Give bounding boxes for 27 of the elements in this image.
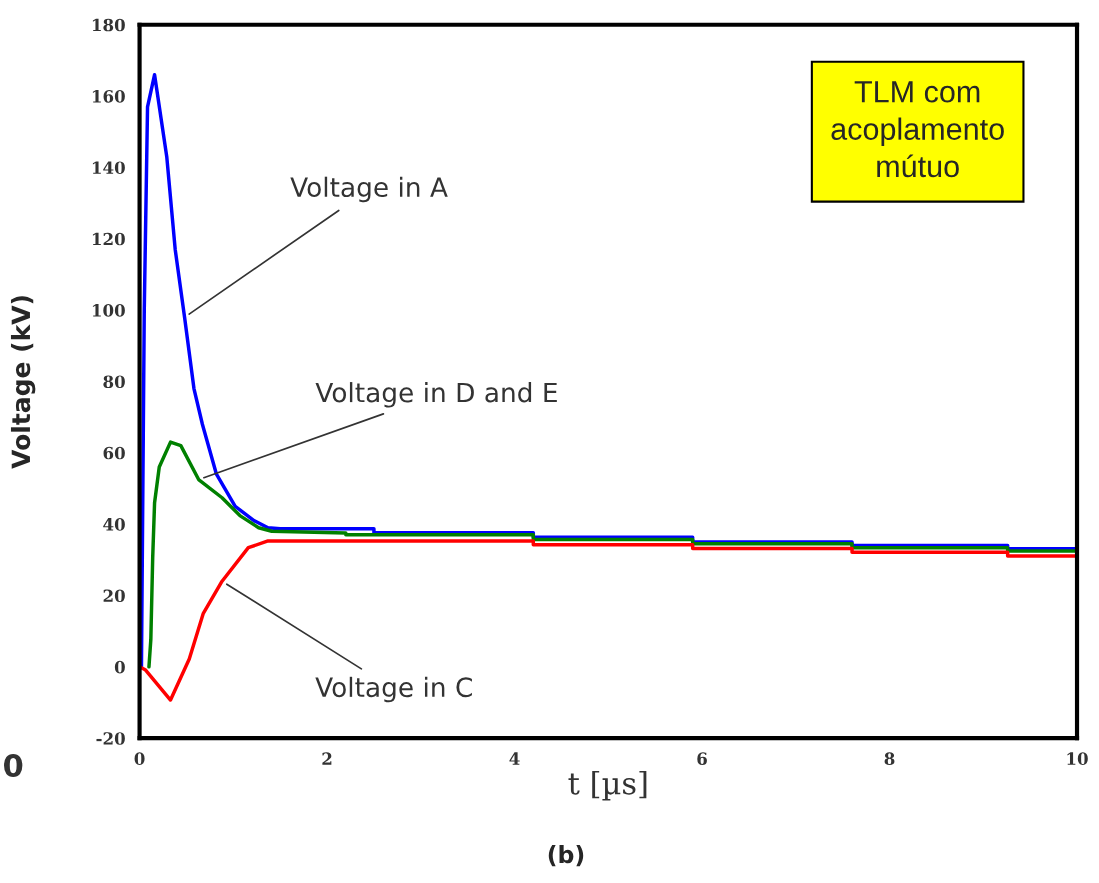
y-tick-label: 180	[92, 18, 125, 32]
x-tick-label: 2	[322, 752, 332, 765]
annotation: Voltage in C	[315, 676, 472, 703]
annotation: Voltage in D and E	[315, 382, 557, 408]
y-tick-label: 120	[92, 232, 125, 246]
y-tick-label: 140	[92, 161, 125, 174]
x-tick-label: 10	[1067, 752, 1088, 765]
y-tick-label: 40	[103, 518, 125, 531]
text: (b)	[548, 845, 584, 867]
y-tick-label: 80	[103, 375, 125, 389]
y-axis-title: Voltage (kV)	[10, 296, 36, 469]
x-tick-label: 0	[134, 752, 145, 765]
line-series	[139, 72, 1078, 669]
y-tick-label: 20	[103, 589, 125, 603]
y-tick-label: -20	[96, 732, 125, 745]
y-tick-label: 100	[92, 304, 125, 317]
line-series	[139, 539, 1078, 702]
x-axis-title: t [µs]	[568, 770, 647, 801]
line-series	[147, 440, 1078, 669]
annotation: Voltage in A	[290, 176, 448, 203]
x-tick-label: 8	[884, 752, 895, 765]
y-tick-label: 60	[103, 446, 125, 460]
y-tick-label: 0	[114, 660, 125, 674]
x-tick-label: 6	[697, 752, 707, 765]
y-tick-label: 160	[92, 90, 125, 103]
annotation: TLM com acoplamento mútuo	[831, 81, 1004, 178]
x-tick-label: 4	[509, 752, 520, 765]
